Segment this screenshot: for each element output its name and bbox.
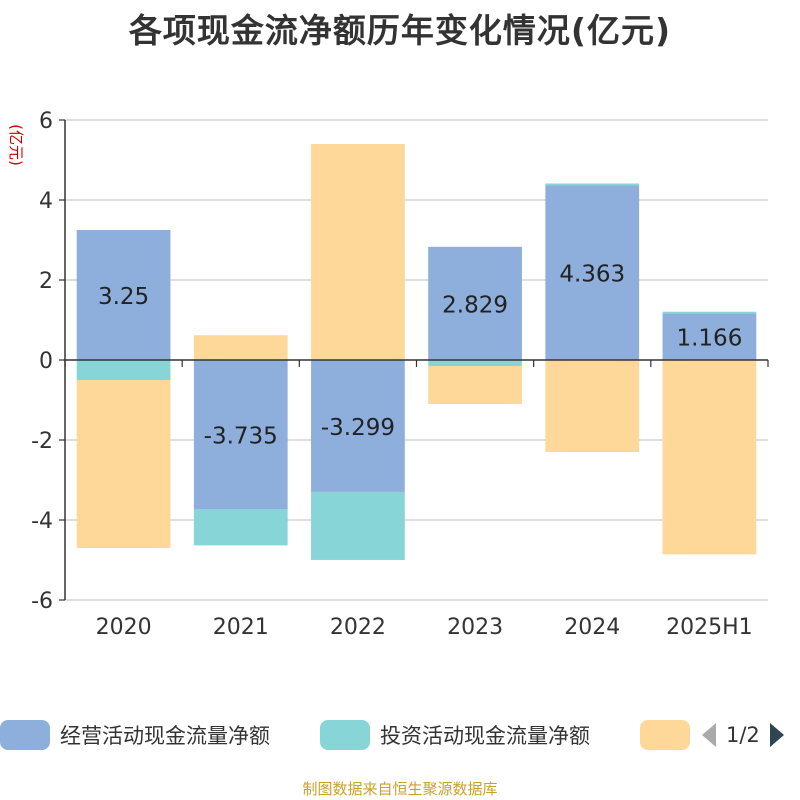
pager-next-icon[interactable] bbox=[768, 721, 786, 749]
legend-label-operating: 经营活动现金流量净额 bbox=[60, 724, 270, 748]
bar-investing-2024 bbox=[545, 183, 640, 186]
legend-item-financing[interactable] bbox=[640, 718, 690, 752]
data-label: 2.829 bbox=[442, 292, 508, 318]
bar-operating-2023 bbox=[428, 246, 522, 360]
y-tick-label: -2 bbox=[31, 429, 53, 454]
chart-title: 各项现金流净额历年变化情况(亿元) bbox=[128, 11, 672, 50]
y-tick-label: -4 bbox=[31, 509, 53, 534]
bar-investing-2020 bbox=[76, 360, 171, 380]
bar-financing-2020 bbox=[76, 380, 171, 548]
bar-operating-2024 bbox=[545, 185, 640, 360]
bar-financing-2022 bbox=[311, 144, 405, 360]
bar-financing-2023 bbox=[428, 366, 522, 404]
data-label: 1.166 bbox=[676, 326, 742, 352]
x-tick-label: 2024 bbox=[564, 615, 620, 640]
y-tick-label: 4 bbox=[39, 189, 53, 214]
data-source-note: 制图数据来自恒生聚源数据库 bbox=[302, 780, 498, 798]
y-tick-label: 2 bbox=[39, 269, 53, 294]
x-tick-label: 2025H1 bbox=[666, 615, 753, 640]
y-tick-label: -6 bbox=[31, 589, 53, 614]
bar-investing-2022 bbox=[311, 491, 405, 560]
bar-operating-2020 bbox=[76, 230, 171, 360]
bar-operating-2021 bbox=[193, 360, 288, 510]
data-label: 3.25 bbox=[98, 284, 149, 310]
pager-text: 1/2 bbox=[726, 723, 760, 747]
legend-item-operating[interactable]: 经营活动现金流量净额 bbox=[0, 718, 270, 752]
legend-label-investing: 投资活动现金流量净额 bbox=[380, 724, 590, 748]
x-tick-label: 2021 bbox=[213, 615, 269, 640]
y-tick-label: 6 bbox=[39, 109, 53, 134]
data-label: -3.735 bbox=[204, 424, 278, 450]
legend-swatch-investing bbox=[320, 720, 370, 750]
x-tick-label: 2023 bbox=[447, 615, 503, 640]
x-tick-label: 2020 bbox=[96, 615, 152, 640]
axes: -6 -4 -2 0 2 4 6 2020 2021 2022 2023 2024 2025H1 (亿元) bbox=[7, 109, 769, 640]
bar-financing-2021 bbox=[193, 335, 288, 360]
bar-investing-2021 bbox=[193, 509, 288, 546]
y-axis-label: (亿元) bbox=[7, 124, 25, 166]
bar-investing-2023 bbox=[428, 360, 522, 366]
legend-item-investing[interactable]: 投资活动现金流量净额 bbox=[320, 718, 590, 752]
data-labels: 3.25 -3.735 -3.299 2.829 4.363 1.166 bbox=[98, 262, 742, 450]
bar-financing-2025H1 bbox=[662, 360, 757, 555]
bar-financing-2024 bbox=[545, 360, 640, 452]
bar-operating-2025H1 bbox=[662, 313, 757, 360]
pager-prev-icon[interactable] bbox=[700, 721, 718, 749]
bars bbox=[76, 144, 757, 560]
y-tick-label: 0 bbox=[39, 349, 53, 374]
legend-swatch-operating bbox=[0, 720, 50, 750]
grid-lines bbox=[65, 119, 768, 601]
data-label: -3.299 bbox=[321, 415, 395, 441]
bar-investing-2025H1 bbox=[662, 311, 757, 314]
x-tick-label: 2022 bbox=[330, 615, 386, 640]
data-label: 4.363 bbox=[559, 262, 625, 288]
legend-pager: 1/2 bbox=[700, 718, 786, 752]
bar-operating-2022 bbox=[311, 360, 405, 492]
legend-swatch-financing bbox=[640, 720, 690, 750]
